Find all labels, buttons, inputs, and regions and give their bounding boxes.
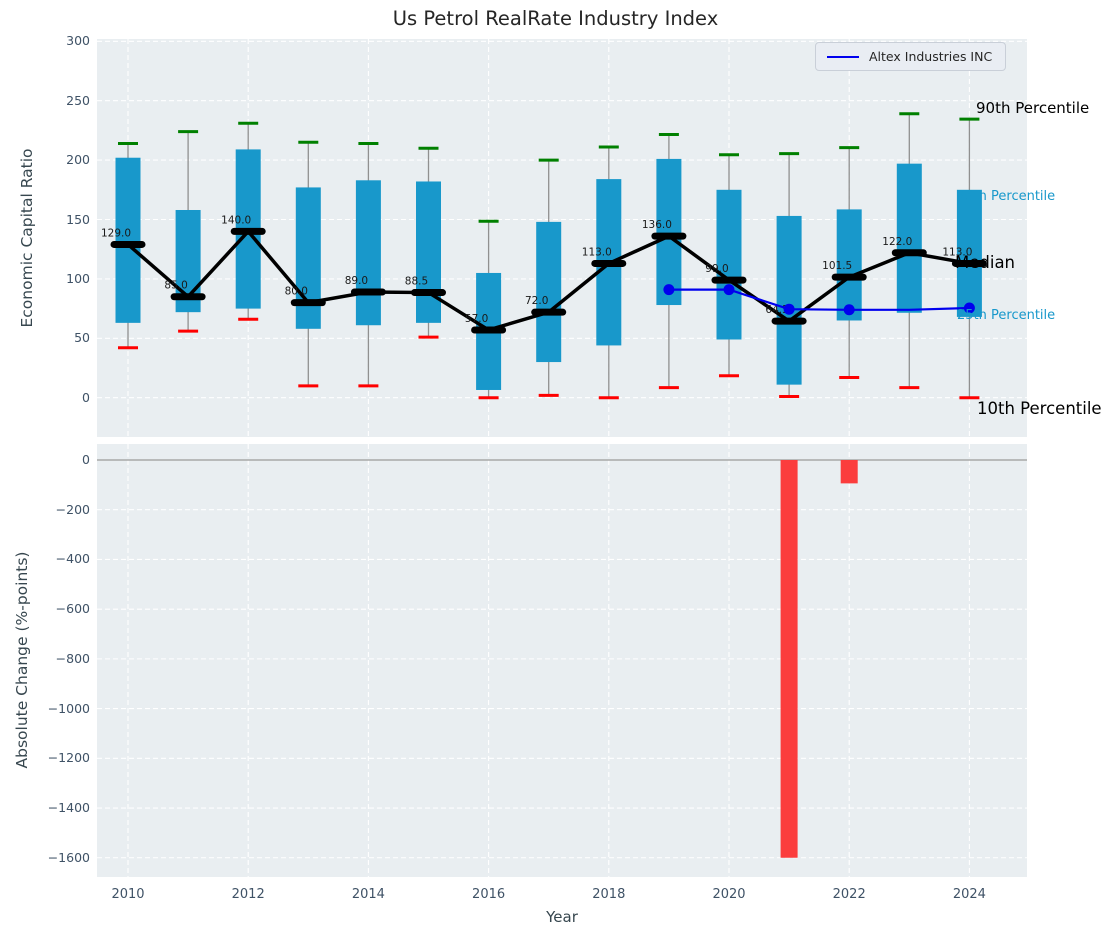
interquartile-bar <box>896 163 922 313</box>
interquartile-bar <box>355 180 381 326</box>
top-y-axis-label: Economic Capital Ratio <box>18 148 36 328</box>
bottom-y-axis-label: Absolute Change (%-points) <box>13 551 31 769</box>
annotation-median: Median <box>955 253 1016 272</box>
x-tick: 2012 <box>231 887 265 902</box>
bottom-y-tick: 0 <box>82 452 90 467</box>
bottom-y-tick: −200 <box>55 501 90 517</box>
annotation-p25: 25th Percentile <box>957 308 1056 323</box>
interquartile-bar <box>776 215 802 385</box>
median-value-label: 85.0 <box>164 280 187 292</box>
median-value-label: 140.0 <box>221 214 251 226</box>
median-value-label: 113.0 <box>942 246 972 258</box>
legend-label: Altex Industries INC <box>869 49 993 64</box>
bottom-plot-svg <box>97 444 1027 877</box>
top-y-tick: 150 <box>66 211 90 227</box>
median-value-label: 129.0 <box>101 227 131 239</box>
company-line <box>668 288 970 311</box>
x-tick: 2022 <box>832 887 866 902</box>
top-y-tick: 300 <box>66 33 90 49</box>
annotation-p90: 90th Percentile <box>976 99 1090 117</box>
median-value-label: 122.0 <box>882 236 912 248</box>
median-value-label: 89.0 <box>345 275 368 287</box>
x-tick: 2016 <box>472 887 506 902</box>
x-tick: 2010 <box>111 887 145 902</box>
legend-line-sample <box>827 55 859 58</box>
company-marker <box>663 284 675 296</box>
top-y-tick: 0 <box>82 389 90 405</box>
bottom-y-tick: −1600 <box>47 849 90 865</box>
interquartile-bar <box>956 189 982 317</box>
annotation-p75: 75th Percentile <box>957 189 1056 204</box>
bottom-y-tick: −1000 <box>47 700 90 716</box>
x-tick: 2024 <box>952 887 986 902</box>
median-value-label: 113.0 <box>582 246 612 258</box>
interquartile-bar <box>536 221 562 363</box>
company-marker <box>843 304 855 316</box>
chart-title: Us Petrol RealRate Industry Index <box>392 7 719 30</box>
top-plot-svg: 129.0 85.0 140.0 80.0 89.0 88.5 57.0 72.0 113.0 1… <box>97 39 1027 437</box>
change-bar <box>780 460 798 858</box>
bottom-y-tick: −400 <box>55 551 90 567</box>
median-value-label: 136.0 <box>642 219 672 231</box>
top-plot-area: 129.0 85.0 140.0 80.0 89.0 88.5 57.0 72.0 113.0 1… <box>97 39 1027 437</box>
x-tick: 2018 <box>592 887 626 902</box>
x-axis-label: Year <box>546 908 578 926</box>
company-marker <box>723 284 735 296</box>
company-marker <box>963 302 975 314</box>
change-bar <box>840 460 858 484</box>
top-y-tick: 50 <box>74 330 90 346</box>
interquartile-bar <box>295 187 321 329</box>
x-tick: 2014 <box>351 887 385 902</box>
bottom-y-tick: −1200 <box>47 750 90 766</box>
top-y-tick: 250 <box>66 92 90 108</box>
company-marker <box>783 303 795 315</box>
x-tick: 2020 <box>712 887 746 902</box>
top-y-tick: 200 <box>66 152 90 168</box>
bottom-y-tick: −1400 <box>47 800 90 816</box>
annotation-p10: 10th Percentile <box>977 399 1102 418</box>
interquartile-bar <box>115 157 141 323</box>
median-value-label: 80.0 <box>285 286 308 298</box>
bottom-y-tick: −600 <box>55 601 90 617</box>
bottom-y-tick: −800 <box>55 650 90 666</box>
interquartile-bar <box>716 189 742 340</box>
bottom-plot-area <box>97 444 1027 877</box>
median-value-label: 88.5 <box>405 276 428 288</box>
interquartile-bar <box>416 181 441 323</box>
median-value-label: 72.0 <box>525 295 548 307</box>
legend: Altex Industries INC <box>815 42 1007 71</box>
median-value-label: 101.5 <box>822 260 852 272</box>
interquartile-bar <box>836 209 862 321</box>
top-y-tick: 100 <box>66 270 90 286</box>
interquartile-bar <box>656 158 682 306</box>
median-value-label: 99.0 <box>705 263 728 275</box>
median-value-label: 57.0 <box>465 313 488 325</box>
